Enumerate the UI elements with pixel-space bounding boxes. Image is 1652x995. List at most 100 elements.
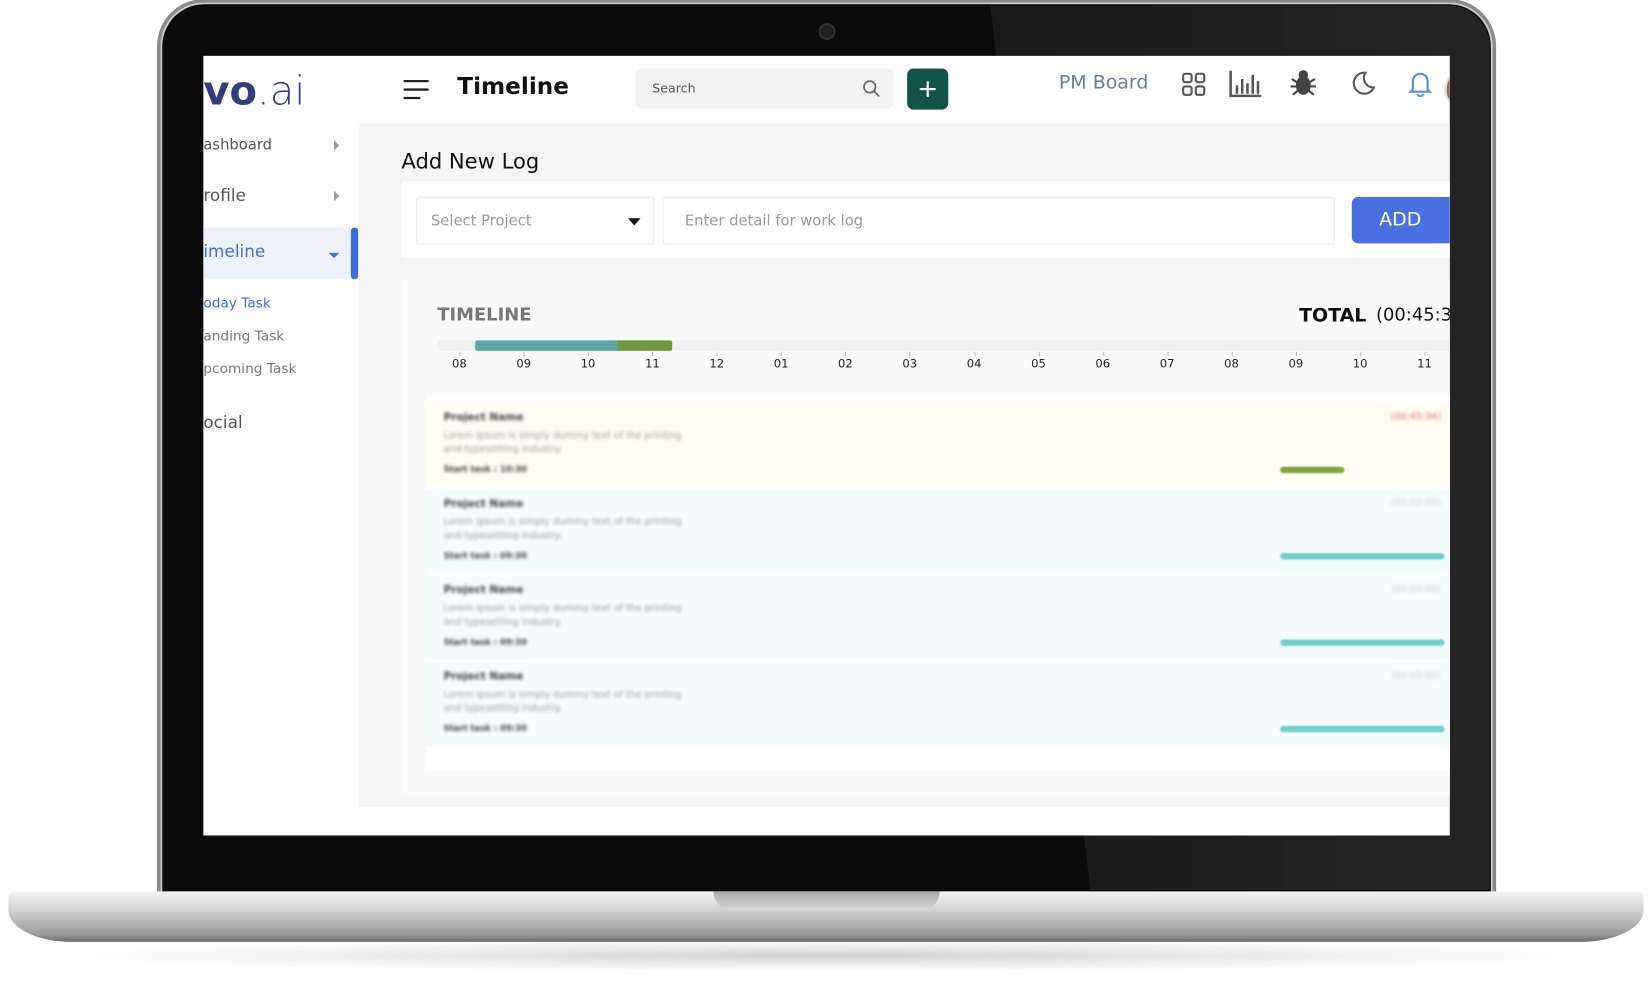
task-bar bbox=[1280, 639, 1445, 646]
notification-icon[interactable] bbox=[1408, 70, 1433, 97]
task-duration: (00:45:34) bbox=[1390, 411, 1441, 423]
hour-label: 10 bbox=[1352, 357, 1368, 371]
hour-label: 03 bbox=[902, 357, 918, 371]
total-value: (00:45:3 bbox=[1376, 304, 1450, 326]
camera bbox=[820, 25, 834, 38]
task-start: Start task : 10:30 bbox=[443, 464, 527, 475]
hour-label: 11 bbox=[1417, 357, 1432, 371]
task-name: Project Name bbox=[443, 584, 524, 597]
task-duration: (00:00:00) bbox=[1390, 671, 1441, 682]
tick bbox=[1295, 351, 1297, 357]
hour-label: 11 bbox=[645, 357, 660, 371]
task-description: Lorem Ipsum is simply dummy text of the … bbox=[443, 603, 682, 615]
chevron bbox=[333, 140, 340, 151]
select-placeholder: Select Project bbox=[430, 212, 532, 230]
sidebar-item[interactable]: imeline bbox=[203, 241, 266, 262]
total-label: TOTAL bbox=[1299, 304, 1367, 327]
tick bbox=[523, 351, 525, 357]
timeline-track bbox=[437, 340, 1450, 351]
timeline-title: TIMELINE bbox=[437, 304, 532, 326]
hour-label: 07 bbox=[1159, 357, 1175, 371]
sidebar-subitem[interactable]: anding Task bbox=[203, 328, 285, 345]
hour-label: 02 bbox=[838, 357, 853, 371]
hour-label: 05 bbox=[1031, 357, 1046, 371]
input-placeholder: Enter detail for work log bbox=[684, 212, 864, 230]
sidebar-subitem[interactable]: oday Task bbox=[203, 296, 271, 312]
caret bbox=[328, 252, 340, 259]
sidebar-subitem[interactable]: pcoming Task bbox=[203, 361, 297, 378]
timeline-segment bbox=[475, 340, 618, 351]
page-title: Timeline bbox=[457, 73, 570, 101]
section-title: Add New Log bbox=[401, 148, 540, 174]
shadow bbox=[63, 939, 1591, 972]
hour-label: 08 bbox=[451, 357, 467, 371]
task-description: and typesetting industry. bbox=[443, 531, 562, 542]
sidebar-item[interactable]: ocial bbox=[203, 411, 243, 432]
task-name: Project Name bbox=[443, 498, 524, 510]
tick bbox=[716, 351, 718, 357]
task-name: Project Name bbox=[443, 671, 524, 683]
apps-icon[interactable] bbox=[1181, 72, 1206, 97]
hour-label: 10 bbox=[580, 357, 596, 371]
avatar[interactable] bbox=[1444, 68, 1450, 111]
task-duration: (00:00:00) bbox=[1390, 498, 1441, 509]
search-box[interactable]: Search bbox=[635, 68, 894, 109]
task-description: and typesetting industry. bbox=[443, 444, 562, 456]
sidebar-active[interactable] bbox=[203, 227, 351, 280]
pm-board-link[interactable]: PM Board bbox=[1058, 71, 1149, 94]
chart-icon[interactable] bbox=[1228, 68, 1262, 98]
project-select[interactable]: Select Project bbox=[416, 197, 655, 245]
chevron bbox=[333, 190, 340, 202]
tick bbox=[974, 351, 976, 357]
tick bbox=[1424, 351, 1426, 357]
bug-icon[interactable] bbox=[1290, 68, 1317, 98]
menu-icon[interactable] bbox=[403, 79, 429, 100]
dark-mode-icon[interactable] bbox=[1350, 71, 1375, 96]
tick bbox=[1231, 351, 1233, 357]
tick bbox=[1167, 351, 1169, 357]
work-log-input[interactable]: Enter detail for work log bbox=[662, 197, 1335, 245]
tick bbox=[781, 351, 783, 357]
hour-label: 08 bbox=[1224, 357, 1239, 371]
task-description: and typesetting industry. bbox=[443, 617, 562, 628]
search-placeholder: Search bbox=[652, 81, 696, 96]
add-button[interactable]: + bbox=[907, 68, 949, 110]
sidebar-item[interactable]: ashboard bbox=[203, 136, 273, 154]
task-start: Start task : 09:30 bbox=[443, 723, 527, 734]
active-indicator bbox=[350, 227, 359, 280]
tick bbox=[588, 351, 590, 357]
task-name: Project Name bbox=[443, 411, 524, 424]
task-description: Lorem Ipsum is simply dummy text of the … bbox=[443, 690, 682, 701]
search-icon bbox=[863, 80, 880, 98]
task-description: Lorem Ipsum is simply dummy text of the … bbox=[443, 517, 682, 528]
task-start: Start task : 09:30 bbox=[443, 637, 527, 647]
laptop-notch bbox=[713, 891, 940, 911]
tick bbox=[652, 351, 654, 357]
logo: vo.ai bbox=[203, 71, 305, 111]
task-bar bbox=[1280, 466, 1345, 474]
task-description: and typesetting industry. bbox=[443, 703, 562, 715]
task-row[interactable]: Project Name Lorem Ipsum is simply dummy … bbox=[426, 489, 1450, 574]
logo-suffix: .ai bbox=[256, 67, 306, 114]
hour-label: 06 bbox=[1095, 357, 1111, 371]
task-bar bbox=[1280, 725, 1445, 733]
task-row[interactable]: Project Name Lorem Ipsum is simply dummy … bbox=[426, 662, 1450, 746]
screen: vo.ai Timeline Search + PM Board ashboar… bbox=[203, 55, 1450, 836]
tick bbox=[909, 351, 911, 357]
timeline-segment bbox=[617, 340, 673, 351]
task-bar bbox=[1280, 553, 1445, 560]
task-row[interactable]: Project Name Lorem Ipsum is simply dummy … bbox=[426, 403, 1450, 487]
sidebar-item[interactable]: rofile bbox=[203, 185, 246, 206]
task-row[interactable]: Project Name Lorem Ipsum is simply dummy … bbox=[426, 576, 1450, 660]
task-description: Lorem Ipsum is simply dummy text of the … bbox=[443, 430, 682, 442]
add-log-button[interactable]: ADD bbox=[1351, 197, 1450, 244]
hour-label: 04 bbox=[966, 357, 982, 371]
hour-label: 01 bbox=[773, 357, 789, 371]
hour-label: 09 bbox=[516, 357, 532, 371]
tick bbox=[459, 351, 461, 357]
hour-label: 09 bbox=[1288, 357, 1304, 371]
logo-text: vo bbox=[203, 67, 257, 114]
task-start: Start task : 09:30 bbox=[443, 551, 527, 561]
task-list: Project Name Lorem Ipsum is simply dummy … bbox=[426, 395, 1450, 770]
